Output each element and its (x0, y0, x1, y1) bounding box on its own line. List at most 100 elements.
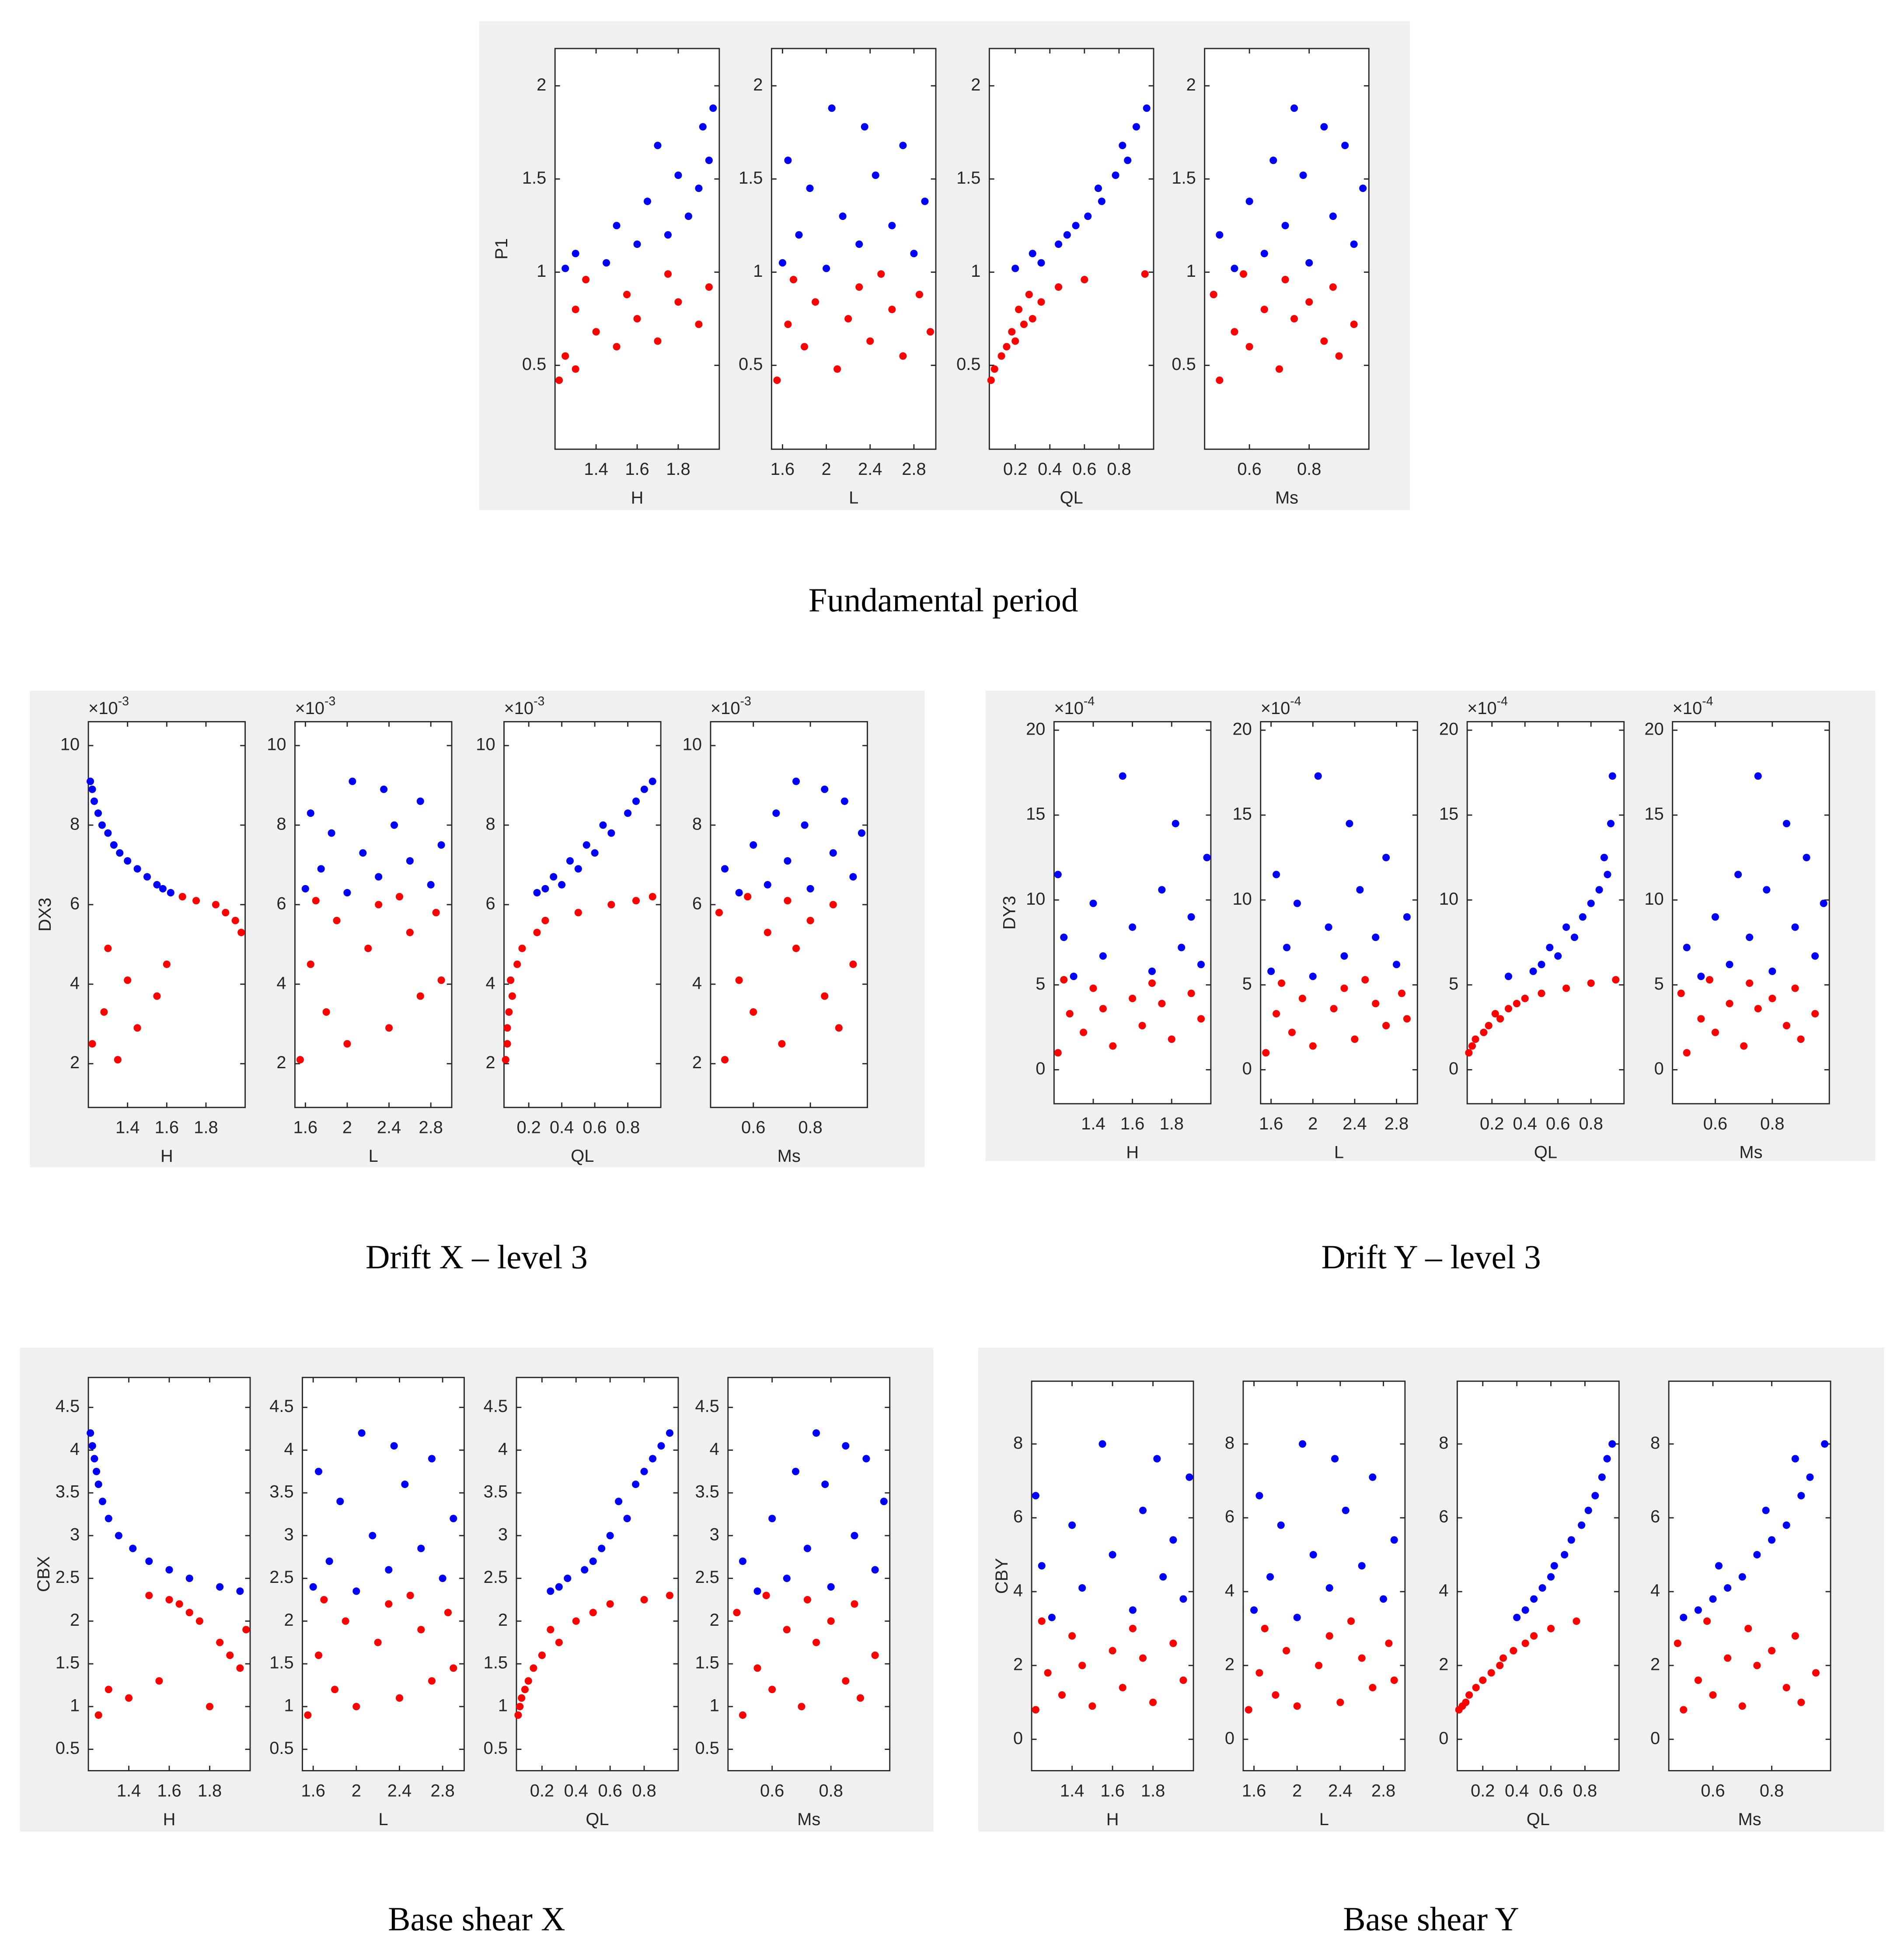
point (798, 1703, 806, 1711)
x-tick-label: 0.8 (1107, 460, 1131, 479)
x-tick-label: 0.8 (632, 1781, 656, 1800)
axes (988, 48, 1154, 450)
y-tick-label: 0.5 (56, 1739, 80, 1758)
point (574, 865, 582, 873)
point (115, 1532, 122, 1540)
point (733, 1609, 741, 1617)
point (1753, 1551, 1761, 1559)
point (1129, 1624, 1137, 1632)
point (1109, 1042, 1117, 1050)
point (1250, 1606, 1258, 1614)
point (1768, 1536, 1776, 1544)
point (1273, 1010, 1280, 1018)
x-axis-label: QL (586, 1810, 609, 1829)
point (649, 777, 656, 785)
y-tick-label: 4.5 (484, 1397, 508, 1416)
point (899, 142, 907, 150)
y-tick-label: 0.5 (695, 1739, 719, 1758)
point (871, 1566, 879, 1574)
point (640, 1467, 648, 1475)
axes (727, 1376, 891, 1771)
point (1088, 1702, 1096, 1710)
point (613, 222, 621, 230)
point (1382, 854, 1390, 861)
point (1139, 1654, 1147, 1662)
point (699, 123, 707, 131)
multiplier-exponent: -3 (740, 694, 751, 708)
point (1029, 250, 1036, 258)
point (764, 929, 771, 937)
point (851, 1600, 858, 1608)
x-tick-label: 1.8 (198, 1781, 222, 1800)
multiplier-exponent: -3 (324, 694, 335, 708)
point (812, 298, 819, 306)
point (385, 1600, 393, 1608)
point (216, 1638, 224, 1646)
y-tick-label: 2.5 (484, 1568, 508, 1587)
axes (87, 721, 246, 1108)
x-tick-label: 1.6 (1242, 1781, 1266, 1800)
point (1538, 990, 1545, 997)
y-tick-label: 2 (70, 1610, 80, 1630)
point (607, 829, 615, 837)
y-tick-label: 4.5 (695, 1397, 719, 1416)
y-tick-label: 1.5 (484, 1653, 508, 1673)
point (1603, 1455, 1611, 1463)
point (1098, 1440, 1106, 1448)
point (1361, 976, 1369, 984)
y-tick-label: 0.5 (484, 1739, 508, 1758)
point (1179, 1676, 1187, 1684)
multiplier-base: ×10 (1054, 699, 1084, 718)
point (823, 265, 830, 272)
point (314, 1467, 323, 1475)
point (369, 1532, 377, 1540)
y-tick-label: 2 (710, 1610, 719, 1630)
point (343, 889, 351, 897)
y-tick-label: 4 (284, 1439, 293, 1459)
point (401, 1481, 409, 1488)
x-tick-label: 0.6 (1546, 1114, 1570, 1133)
multiplier-exponent: -4 (1290, 694, 1301, 708)
point (839, 213, 847, 220)
point (1320, 337, 1328, 345)
point (1595, 886, 1603, 894)
point (632, 897, 640, 905)
point (806, 185, 814, 192)
point (1561, 1551, 1569, 1559)
point (709, 104, 717, 112)
point (582, 275, 590, 284)
point (1499, 1654, 1507, 1662)
point (516, 1703, 524, 1711)
point (391, 821, 398, 829)
point (739, 1557, 746, 1565)
point (1141, 270, 1149, 278)
point (1084, 213, 1092, 220)
point (598, 1544, 606, 1552)
y-tick-label: 8 (1225, 1433, 1234, 1453)
y-multiplier: ×10-4 (1467, 694, 1508, 718)
axes (1204, 48, 1370, 450)
x-axis-label: Ms (778, 1146, 801, 1166)
point (1573, 1617, 1580, 1625)
point (1066, 1010, 1074, 1018)
point (1554, 952, 1562, 960)
point (1008, 328, 1016, 336)
x-axis-label: QL (571, 1146, 594, 1166)
point (1299, 1440, 1307, 1448)
point (236, 1664, 244, 1672)
x-tick-label: 2.4 (377, 1118, 401, 1137)
point (1550, 1562, 1558, 1570)
y-tick-label: 2 (1439, 1655, 1448, 1674)
point (185, 1609, 193, 1617)
point (1746, 934, 1754, 941)
point (1186, 1473, 1193, 1481)
point (753, 1587, 761, 1595)
point (813, 1638, 820, 1646)
x-tick-label: 1.6 (1120, 1114, 1144, 1133)
point (657, 1442, 665, 1450)
point (1169, 1536, 1177, 1544)
point (606, 1600, 614, 1608)
point (1392, 961, 1401, 969)
point (744, 893, 752, 901)
point (695, 321, 703, 328)
